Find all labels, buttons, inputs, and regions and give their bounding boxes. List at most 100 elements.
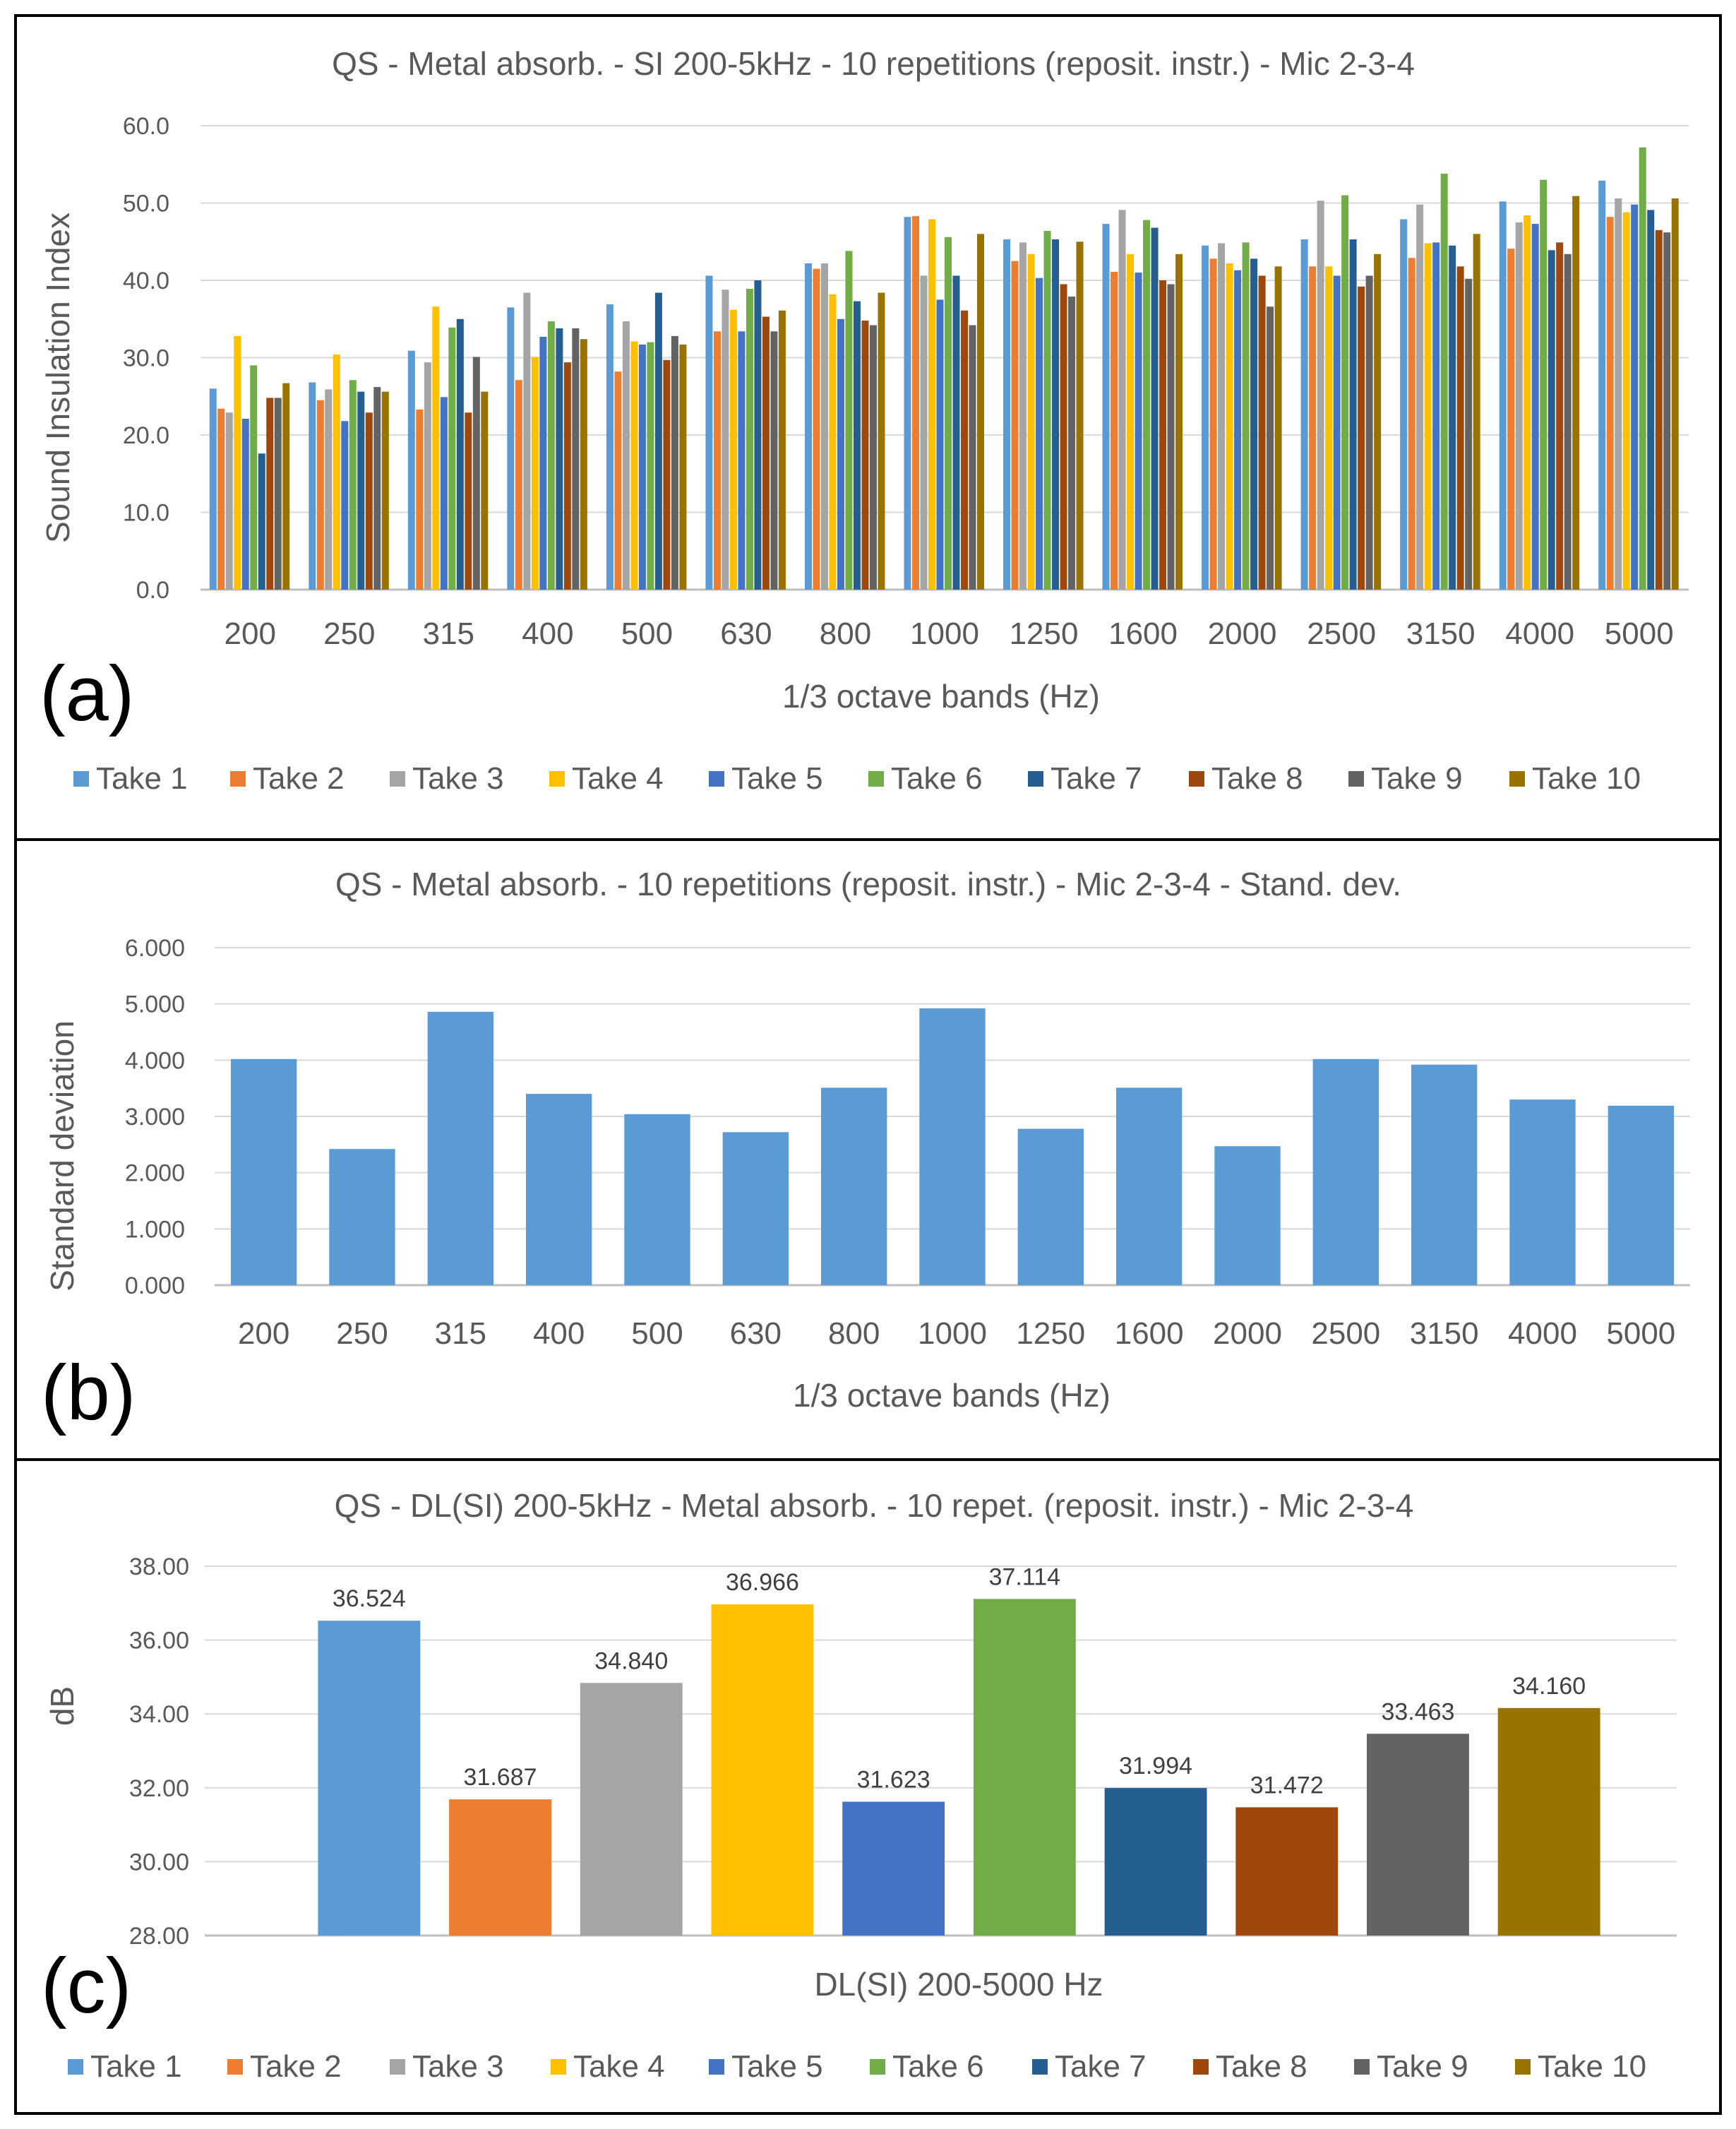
chart-c-legend-label: Take 4 bbox=[573, 2049, 665, 2084]
chart-a-bar bbox=[845, 251, 853, 590]
chart-c-legend-label: Take 3 bbox=[412, 2049, 504, 2084]
chart-a-bar bbox=[920, 275, 928, 590]
panel-c-frame bbox=[14, 1458, 1722, 2115]
chart-a-bar bbox=[630, 341, 638, 590]
chart-a-bar bbox=[515, 380, 522, 590]
chart-a-x-axis-label: 1/3 octave bands (Hz) bbox=[782, 678, 1100, 715]
chart-c-legend-swatch bbox=[390, 2059, 405, 2075]
chart-a-bar bbox=[1003, 239, 1011, 590]
chart-b-y-tick-label: 4.000 bbox=[125, 1047, 185, 1074]
chart-a-bar bbox=[837, 318, 844, 590]
chart-a-bar bbox=[1515, 222, 1523, 590]
chart-b-y-axis-label: Standard deviation bbox=[44, 1020, 80, 1292]
chart-a-bar bbox=[713, 331, 721, 590]
chart-a-bar bbox=[969, 325, 976, 590]
chart-a-bar bbox=[1317, 201, 1324, 590]
chart-a-x-tick-label: 200 bbox=[225, 616, 276, 651]
chart-a-bar bbox=[1663, 232, 1671, 590]
chart-a-bar bbox=[507, 307, 515, 590]
chart-a-bar bbox=[465, 412, 472, 590]
chart-a-bar bbox=[381, 391, 389, 590]
chart-a-bar bbox=[1507, 249, 1515, 590]
chart-a-y-tick-label: 0.0 bbox=[136, 577, 169, 604]
chart-a-x-tick-label: 400 bbox=[522, 616, 573, 651]
chart-a-bar bbox=[1043, 230, 1051, 590]
chart-a-bar bbox=[472, 357, 480, 590]
chart-a-bar bbox=[1564, 254, 1572, 590]
chart-a-bar bbox=[762, 316, 770, 590]
chart-a-bar bbox=[1465, 278, 1473, 590]
chart-a-legend-label: Take 9 bbox=[1371, 761, 1463, 796]
chart-a-legend-swatch bbox=[230, 771, 246, 787]
chart-a-bar bbox=[1499, 201, 1507, 590]
chart-b-bar bbox=[1214, 1146, 1281, 1285]
chart-a-y-tick-label: 10.0 bbox=[123, 500, 169, 527]
chart-a-bar bbox=[738, 331, 746, 590]
chart-b-bar bbox=[230, 1058, 297, 1285]
chart-a-bar bbox=[770, 331, 778, 590]
chart-c-data-label: 31.623 bbox=[857, 1767, 930, 1794]
chart-b-x-tick-label: 400 bbox=[533, 1316, 585, 1351]
chart-a-bar bbox=[1202, 245, 1209, 590]
chart-a-bar bbox=[1432, 242, 1440, 590]
chart-a-bar bbox=[1036, 278, 1043, 590]
chart-c-legend-swatch bbox=[1193, 2059, 1209, 2075]
chart-a-bar bbox=[729, 309, 737, 590]
chart-c-y-tick-label: 32.00 bbox=[129, 1775, 189, 1802]
chart-c-data-label: 31.687 bbox=[464, 1764, 537, 1791]
chart-a-x-ticks: 200 250 315 400 500 630 800 1000 1250 1600 2000 250… bbox=[225, 616, 1674, 651]
chart-b-bar bbox=[525, 1094, 592, 1285]
chart-a-bar bbox=[1349, 239, 1357, 590]
chart-b-bar bbox=[722, 1132, 789, 1285]
chart-a-legend-label: Take 3 bbox=[412, 761, 504, 796]
chart-a-y-tick-label: 20.0 bbox=[123, 422, 169, 449]
chart-a-bar bbox=[241, 419, 249, 590]
chart-b-x-tick-label: 200 bbox=[238, 1316, 289, 1351]
chart-a-bar bbox=[928, 219, 935, 590]
chart-c-legend-swatch bbox=[68, 2059, 83, 2075]
chart-a-bar bbox=[705, 275, 713, 590]
chart-a-bar bbox=[1209, 258, 1217, 590]
chart-c-data-label: 31.994 bbox=[1119, 1753, 1192, 1779]
panel-a-label: (a) bbox=[40, 650, 134, 737]
chart-c-legend-label: Take 7 bbox=[1055, 2049, 1147, 2084]
chart-a-bar bbox=[556, 328, 563, 590]
chart-a-legend-swatch bbox=[868, 771, 884, 787]
chart-a-bar bbox=[1540, 179, 1548, 590]
chart-c-bar bbox=[449, 1799, 551, 1936]
chart-a-bar bbox=[1333, 275, 1341, 590]
chart-a-bar bbox=[1456, 266, 1464, 590]
chart-a-bar bbox=[1572, 196, 1580, 590]
chart-b-x-tick-label: 4000 bbox=[1508, 1316, 1577, 1351]
chart-c-data-label: 36.966 bbox=[726, 1569, 799, 1596]
chart-c-bar bbox=[842, 1801, 945, 1936]
chart-c-legend-label: Take 5 bbox=[731, 2049, 823, 2084]
chart-b-x-tick-label: 315 bbox=[435, 1316, 486, 1351]
chart-a-legend-swatch bbox=[73, 771, 89, 787]
chart-a-bar bbox=[1250, 258, 1258, 590]
chart-a-bar bbox=[357, 391, 365, 590]
chart-a-bar bbox=[1127, 254, 1135, 590]
chart-a-bar bbox=[1631, 204, 1639, 590]
panel-b: QS - Metal absorb. - 10 repetitions (rep… bbox=[14, 838, 1722, 1461]
chart-c-data-label: 36.524 bbox=[333, 1585, 406, 1612]
chart-a-y-tick-label: 50.0 bbox=[123, 191, 169, 217]
chart-a-bar bbox=[1374, 254, 1382, 590]
chart-a-bar bbox=[1102, 224, 1110, 590]
chart-a-bar bbox=[820, 263, 828, 590]
chart-c-data-label: 31.472 bbox=[1250, 1772, 1324, 1799]
chart-a-bar bbox=[1076, 241, 1084, 590]
chart-b-x-tick-label: 3150 bbox=[1410, 1316, 1479, 1351]
chart-c-data-label: 34.840 bbox=[594, 1647, 668, 1674]
chart-a-bar bbox=[869, 325, 877, 590]
chart-a-bar bbox=[1606, 217, 1614, 590]
chart-b-y-tick-label: 6.000 bbox=[125, 935, 185, 962]
chart-c-y-ticks: 28.00 30.00 32.00 34.00 36.00 38.00 bbox=[129, 1553, 189, 1950]
chart-a-bar bbox=[746, 289, 753, 590]
chart-b-bar bbox=[1115, 1087, 1183, 1285]
chart-c-bar bbox=[1367, 1734, 1469, 1936]
chart-a-bar bbox=[349, 380, 357, 590]
chart-b-y-tick-label: 0.000 bbox=[125, 1272, 185, 1299]
chart-a-bar bbox=[1011, 261, 1019, 590]
chart-a-bar bbox=[1060, 284, 1067, 590]
